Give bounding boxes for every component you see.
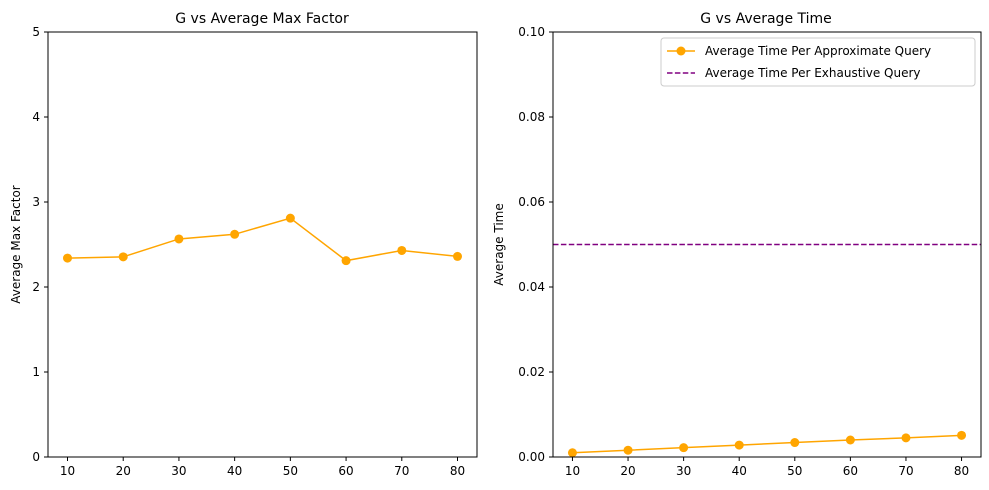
data-point [901, 433, 911, 443]
x-tick-label: 80 [450, 464, 465, 478]
data-point [845, 435, 855, 445]
x-tick-label: 10 [60, 464, 75, 478]
y-tick-label: 0.10 [518, 25, 545, 39]
x-tick-label: 40 [732, 464, 747, 478]
y-tick-label: 1 [32, 365, 40, 379]
y-tick-label: 3 [32, 195, 40, 209]
x-tick-label: 30 [676, 464, 691, 478]
y-tick-label: 0.04 [518, 280, 545, 294]
series-line [67, 217, 458, 262]
plot-frame [552, 31, 982, 458]
data-point [285, 213, 295, 223]
x-tick-label: 70 [394, 464, 409, 478]
data-point [63, 253, 72, 263]
legend-label-exhaustive: Average Time Per Exhaustive Query [705, 66, 921, 80]
y-axis-label: Average Max Factor [9, 185, 23, 304]
data-point [734, 440, 744, 450]
legend: Average Time Per Approximate Query Avera… [660, 37, 976, 87]
legend-label-approximate: Average Time Per Approximate Query [705, 44, 931, 58]
data-point [397, 245, 407, 255]
y-tick-label: 0.02 [518, 365, 545, 379]
subplot-max-factor: G vs Average Max Factor Average Max Fact… [9, 11, 478, 478]
data-point [174, 234, 184, 244]
y-tick-label: 4 [32, 110, 40, 124]
y-tick-label: 0.06 [518, 195, 545, 209]
series-line [572, 434, 962, 454]
data-point [623, 445, 633, 455]
y-tick-label: 5 [32, 25, 40, 39]
x-tick-label: 40 [227, 464, 242, 478]
x-tick-label: 60 [338, 464, 353, 478]
y-tick-label: 2 [32, 280, 40, 294]
data-point [567, 448, 577, 458]
x-tick-label: 80 [954, 464, 969, 478]
data-point [230, 229, 240, 239]
data-point [453, 251, 462, 261]
x-axis-ticks: 10 20 30 40 50 60 70 80 [565, 457, 969, 478]
subplot-average-time: G vs Average Time Average Time 10 20 30 40 5… [492, 11, 982, 478]
x-tick-label: 70 [898, 464, 913, 478]
y-axis-label: Average Time [492, 203, 506, 285]
x-tick-label: 50 [787, 464, 802, 478]
data-point [790, 438, 800, 448]
plot-frame [47, 31, 478, 458]
y-axis-ticks: 0 1 2 3 4 5 [32, 25, 48, 464]
legend-marker-approximate [676, 46, 686, 56]
y-tick-label: 0 [32, 450, 40, 464]
data-point [957, 430, 967, 440]
x-tick-label: 30 [171, 464, 186, 478]
legend-box [660, 37, 976, 87]
chart-title: G vs Average Max Factor [175, 11, 349, 27]
x-tick-label: 60 [843, 464, 858, 478]
y-axis-ticks: 0.00 0.02 0.04 0.06 0.08 0.10 [518, 25, 553, 464]
y-tick-label: 0.00 [518, 450, 545, 464]
series-group [63, 213, 462, 266]
x-axis-ticks: 10 20 30 40 50 60 70 80 [60, 457, 465, 478]
data-point [341, 256, 351, 266]
y-tick-label: 0.08 [518, 110, 545, 124]
x-tick-label: 20 [620, 464, 635, 478]
x-tick-label: 50 [283, 464, 298, 478]
chart-title: G vs Average Time [700, 11, 832, 27]
x-tick-label: 10 [565, 464, 580, 478]
series-group [553, 243, 981, 458]
data-point [679, 443, 689, 453]
data-point [118, 252, 128, 262]
x-tick-label: 20 [116, 464, 131, 478]
